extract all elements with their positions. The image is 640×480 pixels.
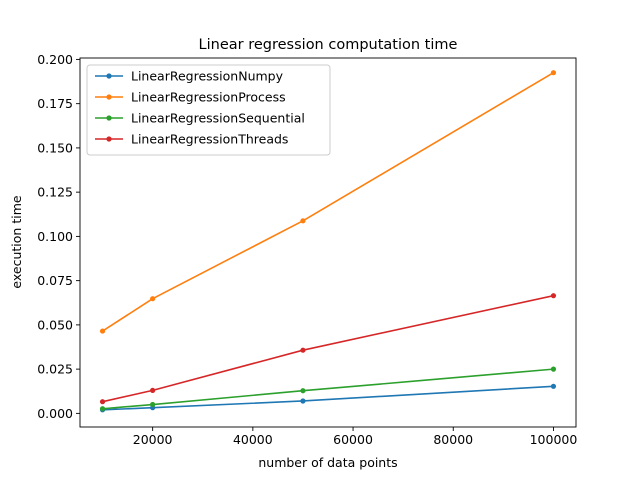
plot-area: 20000 40000 60000 80000 100000 0.000 0.025 0.05… — [37, 52, 577, 447]
legend-marker-1 — [106, 94, 112, 100]
data-point-0-2 — [300, 398, 306, 404]
legend-marker-0 — [106, 73, 112, 79]
data-point-1-3 — [550, 70, 557, 76]
data-point-3-1 — [150, 387, 156, 393]
axes-frame — [79, 57, 577, 428]
x-tick-label-4: 100000 — [530, 432, 578, 447]
x-tick-label-1: 40000 — [233, 432, 273, 447]
y-tick-label-6: 0.150 — [37, 140, 73, 155]
y-tick-label-8: 0.200 — [37, 52, 73, 67]
y-tick-label-4: 0.100 — [37, 229, 73, 244]
x-tick-label-3: 80000 — [433, 432, 473, 447]
legend-label-3: LinearRegressionThreads — [131, 132, 288, 147]
x-axis-label: number of data points — [258, 455, 397, 470]
y-tick-label-1: 0.025 — [37, 362, 73, 377]
legend-box — [86, 64, 331, 156]
series-line-0 — [102, 385, 554, 411]
data-point-3-2 — [300, 347, 306, 353]
y-tick-label-2: 0.050 — [37, 317, 73, 332]
series-line-1 — [102, 72, 554, 332]
data-point-2-3 — [550, 366, 557, 372]
data-point-2-2 — [300, 388, 306, 394]
y-tick-label-7: 0.175 — [37, 96, 73, 111]
data-point-1-1 — [150, 296, 156, 302]
data-point-3-3 — [550, 293, 557, 299]
data-point-3-0 — [99, 399, 106, 405]
y-tick-label-5: 0.125 — [37, 185, 73, 200]
legend-label-1: LinearRegressionProcess — [131, 90, 286, 105]
data-point-1-0 — [99, 328, 106, 334]
legend-label-0: LinearRegressionNumpy — [131, 69, 284, 84]
y-tick-label-3: 0.075 — [37, 273, 73, 288]
data-point-2-1 — [150, 401, 156, 408]
series-line-3 — [102, 294, 554, 403]
data-point-1-2 — [300, 218, 306, 224]
legend: LinearRegressionNumpy LinearRegressionPro… — [86, 64, 331, 156]
legend-marker-2 — [106, 115, 112, 121]
data-point-2-0 — [99, 406, 106, 412]
x-tick-label-0: 20000 — [133, 432, 173, 447]
legend-marker-3 — [106, 136, 112, 142]
y-tick-label-0: 0.000 — [37, 406, 73, 421]
x-tick-label-2: 60000 — [333, 432, 373, 447]
chart-title: Linear regression computation time — [199, 37, 458, 53]
data-point-0-3 — [550, 383, 557, 389]
series-line-2 — [102, 368, 554, 410]
y-axis-label: execution time — [9, 195, 24, 288]
legend-label-2: LinearRegressionSequential — [131, 111, 305, 126]
